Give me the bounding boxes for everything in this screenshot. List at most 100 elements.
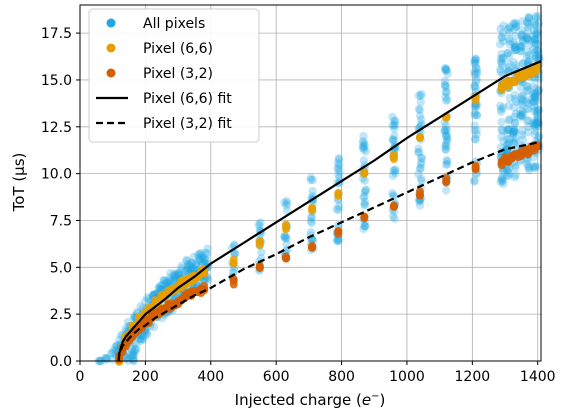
- all-pixels-point: [111, 342, 120, 352]
- all-pixels-point: [102, 354, 111, 363]
- all-pixels-point: [415, 111, 425, 121]
- all-pixels-point: [177, 264, 186, 273]
- all-pixels-point: [531, 52, 540, 61]
- all-pixels-point: [510, 90, 520, 100]
- all-pixels-point: [528, 32, 538, 41]
- all-pixels-point: [197, 253, 206, 263]
- all-pixels-point: [471, 134, 480, 144]
- all-pixels-point: [334, 170, 343, 179]
- all-pixels-point: [391, 165, 400, 174]
- all-pixels-point: [522, 159, 531, 169]
- all-pixels-point: [498, 173, 507, 182]
- all-pixels-point: [524, 86, 533, 95]
- all-pixels-point: [529, 82, 538, 91]
- all-pixels-point: [533, 30, 542, 39]
- all-pixels-point: [516, 46, 525, 56]
- all-pixels-point: [360, 221, 369, 231]
- all-pixels-point: [184, 259, 193, 268]
- all-pixels-point: [306, 217, 316, 226]
- all-pixels-point: [203, 275, 213, 285]
- x-tick-label-7: 1400: [520, 369, 556, 385]
- pixel-3-2-point: [255, 261, 264, 270]
- all-pixels-point: [523, 34, 532, 43]
- all-pixels-point: [496, 107, 506, 117]
- all-pixels-point: [523, 57, 533, 66]
- all-pixels-point: [472, 70, 481, 79]
- all-pixels-point: [515, 106, 525, 116]
- all-pixels-point: [202, 255, 211, 265]
- all-pixels-point: [131, 339, 141, 349]
- all-pixels-point: [442, 87, 451, 97]
- y-tick-label-3: 7.5: [50, 213, 72, 229]
- all-pixels-point: [516, 99, 525, 109]
- all-pixels-point: [518, 110, 527, 120]
- x-tick-label-0: 0: [76, 369, 85, 385]
- all-pixels-point: [334, 155, 344, 164]
- y-tick-label-6: 15.0: [41, 73, 72, 89]
- all-pixels-point: [154, 283, 163, 292]
- all-pixels-point: [511, 46, 521, 55]
- all-pixels-point: [470, 121, 479, 130]
- all-pixels-point: [531, 120, 540, 129]
- all-pixels-point: [511, 163, 520, 172]
- all-pixels-point: [282, 239, 291, 249]
- all-pixels-point: [509, 103, 518, 112]
- legend-marker-2: [106, 68, 116, 78]
- all-pixels-point: [529, 121, 539, 130]
- all-pixels-point: [522, 97, 531, 107]
- all-pixels-point: [510, 43, 519, 52]
- x-tick-label-3: 600: [263, 369, 290, 385]
- all-pixels-point: [360, 201, 369, 210]
- all-pixels-point: [505, 51, 514, 60]
- all-pixels-point: [496, 68, 506, 77]
- all-pixels-point: [529, 162, 538, 172]
- all-pixels-point: [166, 269, 175, 278]
- all-pixels-point: [529, 37, 538, 47]
- all-pixels-point: [472, 55, 481, 64]
- all-pixels-point: [505, 164, 514, 173]
- all-pixels-point: [532, 39, 541, 48]
- all-pixels-point: [177, 261, 186, 271]
- all-pixels-point: [518, 59, 528, 68]
- all-pixels-point: [388, 171, 397, 180]
- all-pixels-point: [358, 137, 368, 146]
- all-pixels-point: [175, 270, 184, 280]
- all-pixels-point: [416, 115, 426, 124]
- all-pixels-point: [388, 112, 397, 122]
- all-pixels-point: [202, 249, 212, 259]
- legend-label-4: Pixel (3,2) fit: [143, 116, 232, 132]
- all-pixels-point: [472, 130, 481, 139]
- all-pixels-point: [531, 34, 540, 44]
- all-pixels-point: [528, 45, 538, 54]
- all-pixels-point: [503, 144, 512, 154]
- all-pixels-point: [509, 139, 519, 148]
- all-pixels-point: [502, 144, 512, 154]
- all-pixels-point: [530, 119, 539, 128]
- all-pixels-point: [497, 49, 506, 59]
- all-pixels-point: [531, 91, 540, 101]
- all-pixels-point: [441, 125, 450, 135]
- all-pixels-point: [522, 33, 531, 42]
- all-pixels-point: [499, 21, 508, 30]
- all-pixels-point: [523, 23, 533, 32]
- all-pixels-point: [414, 169, 423, 179]
- all-pixels-point: [496, 101, 505, 111]
- all-pixels-point: [530, 92, 539, 102]
- all-pixels-point: [530, 161, 540, 171]
- all-pixels-point: [530, 48, 540, 57]
- all-pixels-point: [187, 263, 196, 272]
- all-pixels-point: [517, 130, 527, 140]
- all-pixels-point: [183, 265, 193, 274]
- all-pixels-point: [517, 92, 526, 101]
- all-pixels-point: [359, 224, 368, 234]
- all-pixels-point: [505, 125, 514, 134]
- all-pixels-point: [518, 26, 527, 35]
- all-pixels-point: [334, 163, 343, 172]
- all-pixels-point: [522, 104, 531, 114]
- all-pixels-point: [361, 185, 371, 195]
- all-pixels-point: [499, 179, 508, 189]
- all-pixels-point: [332, 204, 341, 214]
- all-pixels-point: [532, 89, 541, 99]
- all-pixels-point: [417, 153, 426, 163]
